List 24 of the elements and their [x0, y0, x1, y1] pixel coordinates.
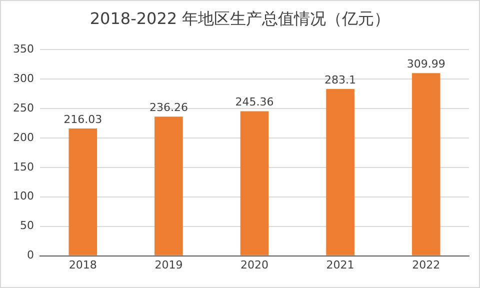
y-tick-label: 0: [26, 248, 34, 262]
bar: [412, 73, 440, 256]
y-tick-label: 150: [12, 160, 34, 174]
y-tick-label: 250: [12, 101, 34, 114]
chart-title: 2018-2022 年地区生产总值情况（亿元）: [88, 9, 392, 30]
y-tick-label: 100: [12, 190, 34, 203]
y-tick-label: 50: [20, 219, 34, 232]
data-label: 236.26: [149, 100, 188, 114]
bar: [154, 116, 183, 256]
data-label: 216.03: [64, 112, 102, 126]
x-tick-label: 2022: [412, 258, 440, 272]
y-tick-label: 350: [12, 42, 34, 56]
bar: [240, 111, 269, 256]
bar: [68, 128, 98, 256]
y-tick-label: 300: [12, 72, 34, 85]
data-label: 245.36: [235, 96, 274, 109]
bar: [326, 89, 354, 256]
data-label: 309.99: [406, 58, 446, 71]
data-label: 283.1: [324, 73, 356, 86]
y-tick-label: 200: [12, 130, 34, 144]
x-tick-label: 2018: [68, 258, 97, 272]
x-tick-label: 2020: [240, 258, 268, 272]
x-tick-label: 2021: [326, 258, 354, 272]
x-tick-label: 2019: [154, 258, 183, 272]
